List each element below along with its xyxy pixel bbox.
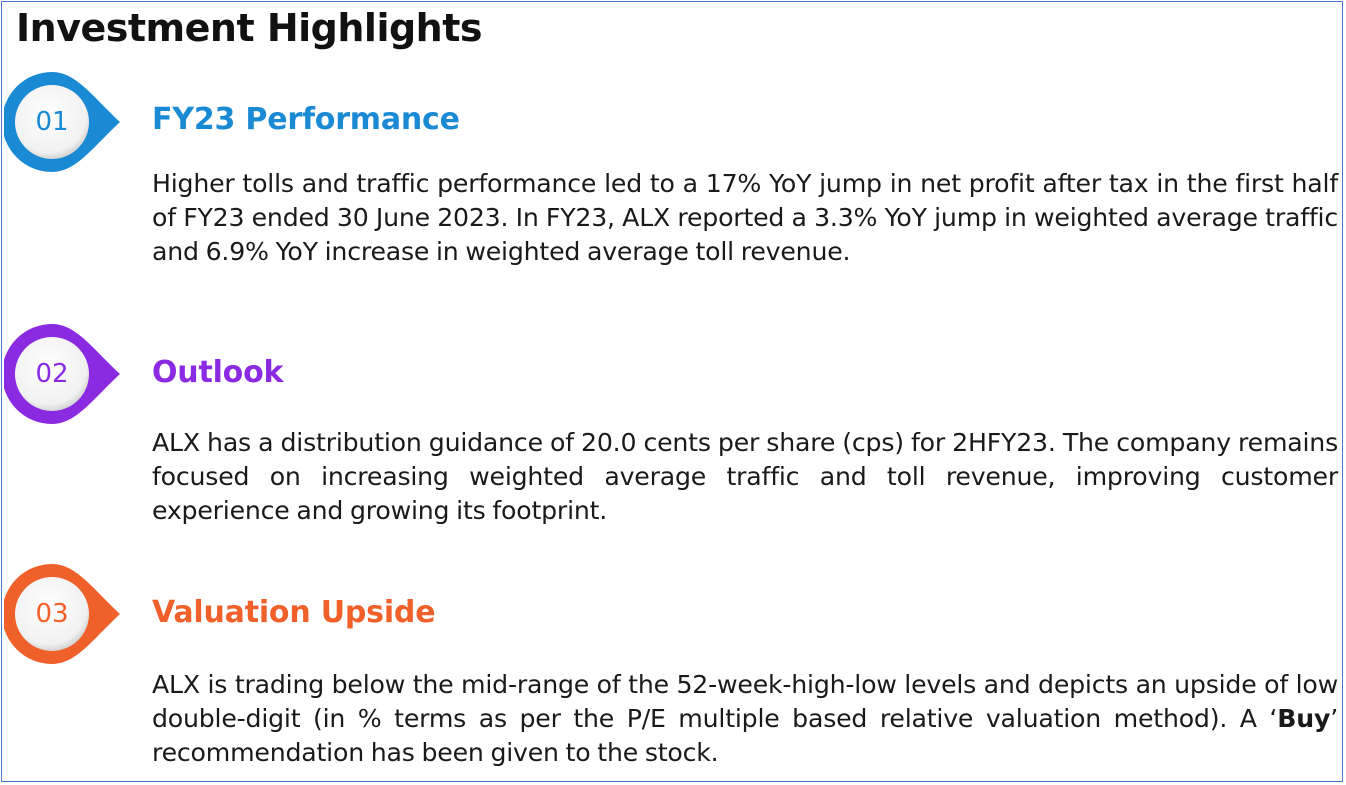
section-number: 01 bbox=[35, 107, 69, 137]
section-heading-outlook: Outlook bbox=[152, 355, 284, 390]
section-heading-fy23-performance: FY23 Performance bbox=[152, 102, 460, 137]
section-number: 03 bbox=[35, 599, 69, 629]
section-3-badge: 03 bbox=[4, 562, 122, 666]
numbered-badge-icon bbox=[4, 324, 120, 424]
body-text-part: ALX is trading below the mid-range of th… bbox=[152, 670, 1338, 733]
section-heading-valuation-upside: Valuation Upside bbox=[152, 595, 436, 630]
numbered-badge-icon bbox=[4, 564, 120, 664]
body-text-part: ’ recommendation has been given to the s… bbox=[152, 704, 1338, 767]
section-1-badge: 01 bbox=[4, 70, 122, 174]
section-body-fy23-performance: Higher tolls and traffic performance led… bbox=[152, 169, 1338, 266]
buy-recommendation: Buy bbox=[1277, 704, 1331, 733]
numbered-badge-icon bbox=[4, 72, 120, 172]
section-body-valuation-upside: ALX is trading below the mid-range of th… bbox=[152, 668, 1338, 770]
section-number: 02 bbox=[35, 359, 69, 389]
section-2-badge: 02 bbox=[4, 322, 122, 426]
page-title: Investment Highlights bbox=[16, 6, 483, 50]
section-body-outlook: ALX has a distribution guidance of 20.0 … bbox=[152, 428, 1338, 525]
